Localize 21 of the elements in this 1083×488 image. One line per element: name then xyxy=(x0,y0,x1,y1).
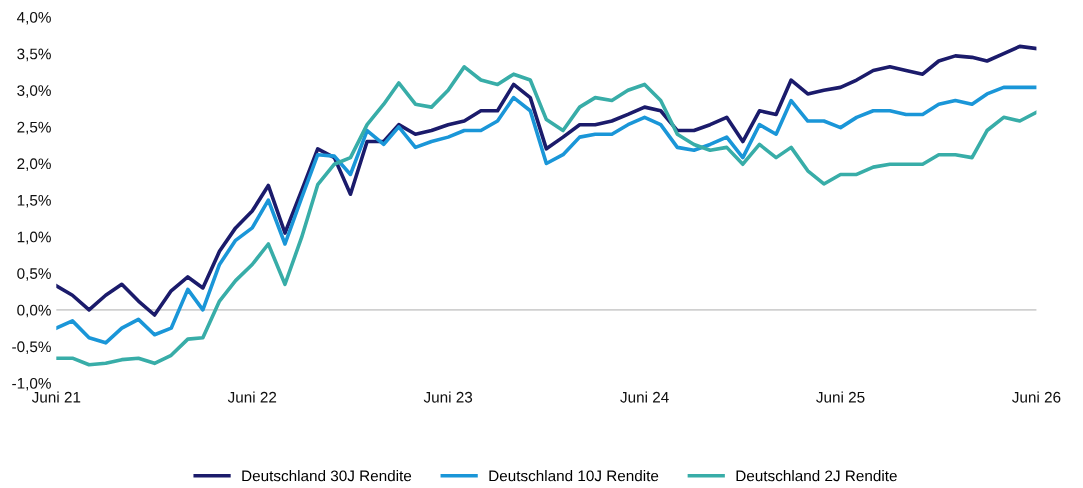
x-tick-label: Juni 24 xyxy=(620,391,669,403)
y-tick-label: 3,5% xyxy=(17,48,51,62)
y-tick-label: 3,0% xyxy=(17,85,51,98)
y-tick-label: 2,5% xyxy=(17,121,51,135)
line-series xyxy=(56,44,1037,317)
legend-label: Deutschland 2J Rendite xyxy=(736,470,897,482)
legend-label: Deutschland 10J Rendite xyxy=(489,470,659,482)
y-tick-label: 1,0% xyxy=(17,231,51,245)
x-tick-label: Juni 23 xyxy=(423,391,473,403)
x-tick-label: Juni 21 xyxy=(31,391,81,403)
y-tick-label: -0,5% xyxy=(12,341,51,354)
y-tick-label: 4,0% xyxy=(16,11,51,25)
y-tick-label: 2,0% xyxy=(17,158,51,171)
y-tick-label: -1,0% xyxy=(12,377,51,391)
y-tick-label: 1,5% xyxy=(17,195,51,208)
y-tick-label: 0,0% xyxy=(17,304,51,318)
x-tick-label: Juni 25 xyxy=(816,391,865,403)
legend-label: Deutschland 30J Rendite xyxy=(242,470,412,482)
x-tick-label: Juni 22 xyxy=(227,391,277,403)
x-tick-label: Juni 26 xyxy=(1012,391,1061,403)
y-tick-label: 0,5% xyxy=(17,268,51,281)
